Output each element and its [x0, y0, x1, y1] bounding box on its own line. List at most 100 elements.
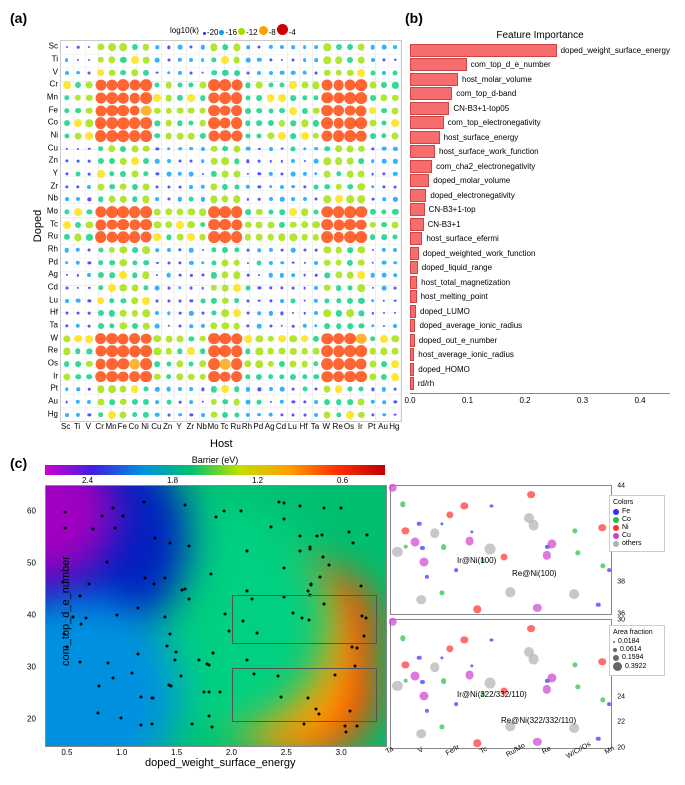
bubble-dot [269, 286, 272, 289]
bubble-dot [155, 324, 160, 329]
bubble-dot [143, 70, 149, 76]
bubble-dot [86, 107, 93, 114]
bubble-dot [314, 413, 318, 417]
bubble-dot [66, 46, 68, 48]
bubble-dot [303, 400, 306, 403]
bubble-dot [314, 400, 318, 404]
bubble-ylabel: Doped [32, 210, 44, 242]
bubble-dot [345, 80, 356, 91]
bubble-dot [167, 287, 170, 290]
bubble-dot [177, 121, 182, 126]
bubble-dot [154, 221, 161, 228]
bubble-dot [267, 132, 274, 139]
bubble-dot [107, 80, 118, 91]
bubble-dot [246, 299, 249, 302]
bubble-dot [280, 197, 285, 202]
bubble-dot [201, 261, 204, 264]
bubble-dot [65, 197, 69, 201]
bubble-dot [208, 117, 220, 129]
bubble-dot [155, 159, 160, 164]
bubble-dot [258, 46, 261, 49]
bubble-dot [154, 335, 162, 343]
bubble-dot [333, 333, 345, 345]
bubble-dot [233, 170, 240, 177]
bubble-dot [222, 196, 229, 203]
bubble-dot [98, 285, 103, 290]
bubble-dot [333, 130, 345, 142]
bubble-dot [324, 158, 331, 165]
bubble-dot [208, 358, 220, 370]
bubble-dot [381, 133, 386, 138]
annotation: Re@Ni(100) [512, 569, 557, 578]
bubble-dot [324, 196, 332, 204]
bubble-dot [303, 58, 307, 62]
bar-chart: Feature Importance doped_weight_surface_… [410, 30, 670, 450]
bubble-dot [189, 185, 193, 189]
bubble-dot [87, 273, 91, 277]
bubble-dot [65, 147, 67, 149]
bubble-dot [220, 130, 231, 141]
bubble-dot [154, 361, 160, 367]
bubble-dot [380, 94, 387, 101]
bubble-dot [269, 261, 273, 265]
bubble-dot [143, 145, 150, 152]
bubble-dot [77, 312, 80, 315]
bubble-dot [142, 310, 150, 318]
bubble-dot [258, 299, 261, 302]
bar-row: doped_out_e_number [410, 333, 670, 348]
bubble-dot [106, 345, 118, 357]
bubble-dot [98, 323, 104, 329]
bubble-dot [189, 248, 194, 253]
bubble-dot [199, 120, 206, 127]
bubble-dot [143, 323, 150, 330]
bubble-dot [76, 197, 80, 201]
bubble-dot [109, 260, 115, 266]
bubble-dot [200, 133, 206, 139]
bubble-dot [188, 221, 196, 229]
legend-colors: ColorsFeCoNiCuothers [609, 495, 665, 552]
bubble-dot [257, 413, 261, 417]
bubble-dot [231, 371, 243, 383]
bubble-legend: log10(k) -20-16-12-8-4 [170, 24, 298, 37]
bubble-dot [269, 299, 272, 302]
bubble-dot [166, 400, 171, 405]
bubble-dot [63, 348, 70, 355]
bubble-dot [120, 171, 126, 177]
bubble-dot [256, 95, 262, 101]
bubble-dot [120, 259, 127, 266]
bubble-dot [167, 325, 169, 327]
bubble-dot [292, 388, 295, 391]
bubble-dot [268, 83, 273, 88]
bubble-dot [392, 348, 399, 355]
bubble-dot [142, 196, 149, 203]
bubble-dot [301, 361, 308, 368]
bubble-dot [335, 183, 341, 189]
bubble-dot [199, 335, 206, 342]
bubble-dot [187, 94, 195, 102]
bubble-dot [95, 117, 107, 129]
bubble-dot [156, 185, 159, 188]
bubble-dot [344, 231, 356, 243]
bubble-dot [120, 158, 126, 164]
bubble-dot [233, 57, 240, 64]
bubble-dot [143, 399, 149, 405]
annotation: Ir@Ni(100) [457, 556, 496, 565]
bubble-dot [167, 248, 171, 252]
bubble-dot [211, 272, 217, 278]
bubble-dot [201, 388, 204, 391]
bubble-dot [167, 198, 170, 201]
bubble-dot [314, 184, 319, 189]
bubble-dot [233, 44, 240, 51]
bubble-dot [188, 208, 195, 215]
bubble-dot [176, 373, 183, 380]
bubble-dot [357, 284, 365, 292]
bubble-dot [301, 208, 309, 216]
bubble-dot [167, 147, 171, 151]
bubble-dot [165, 95, 172, 102]
bubble-dot [129, 371, 141, 383]
bubble-xlabel: Host [210, 438, 233, 450]
legend-title: log10(k) [170, 26, 199, 35]
bubble-dot [394, 261, 398, 265]
bubble-dot [370, 273, 375, 278]
bubble-dot [291, 197, 295, 201]
